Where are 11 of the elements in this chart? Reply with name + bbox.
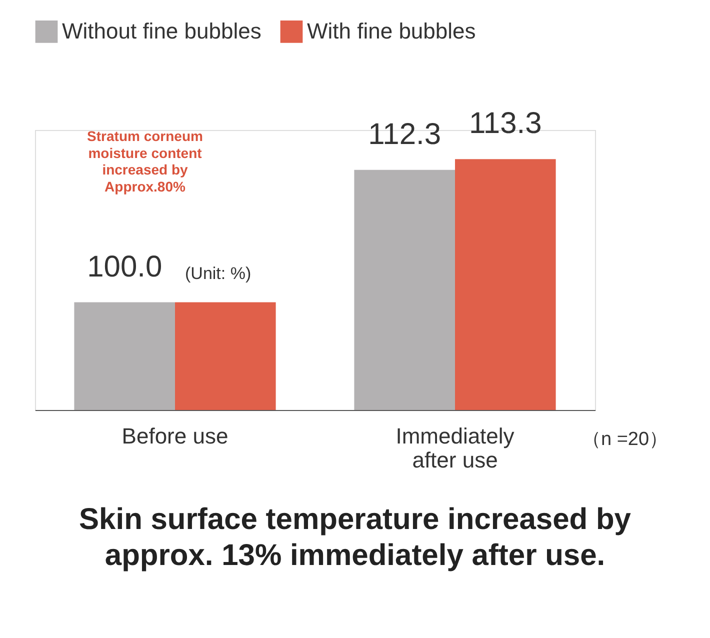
annotation: Stratum corneum moisture content increased by Approx.80% [87, 128, 203, 194]
annotation: (Unit: %) [185, 264, 252, 283]
text: （n =20） [582, 429, 668, 450]
data-label: 112.3 [368, 118, 442, 151]
legend-label: Without fine bubbles [62, 18, 262, 44]
data-label: 100.0 [87, 250, 162, 284]
x-tick-label: Immediately after use [396, 424, 514, 472]
data-label: 113.3 [468, 107, 542, 140]
x-tick-label: Before use [122, 424, 228, 448]
text: Skin surface temperature increased by approx. 13% immediately after use. [79, 503, 632, 572]
legend-label: With fine bubbles [307, 18, 476, 44]
